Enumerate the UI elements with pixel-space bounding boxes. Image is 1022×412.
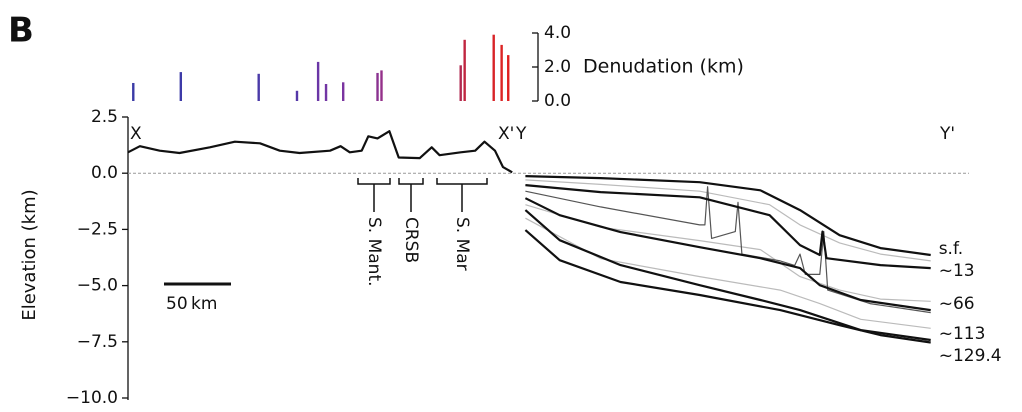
y-axis-label: Elevation (km) (19, 189, 40, 320)
profile-line (525, 175, 931, 257)
profile-line (525, 184, 931, 270)
series-label: ~13 (939, 261, 975, 281)
panel-label: B (8, 11, 34, 51)
denudation-bar (376, 72, 379, 101)
y-tick-label: 0.0 (91, 163, 118, 183)
annotation: CRSB (401, 217, 421, 263)
bracket (357, 178, 391, 212)
series-label: ~113 (939, 324, 986, 344)
series-label: ~66 (939, 294, 975, 314)
profile-line (524, 229, 931, 344)
profile-line (524, 197, 931, 312)
denudation-bar (257, 73, 260, 101)
y2-tick-label: 0.0 (544, 91, 571, 111)
profile-line (525, 179, 931, 262)
bracket (436, 178, 488, 212)
series-label: s.f. (939, 239, 963, 259)
series-label: ~129.4 (939, 346, 1002, 366)
y-tick-label: −5.0 (77, 276, 118, 296)
profile-label: Y' (939, 124, 955, 144)
y-tick-label: 2.5 (91, 107, 118, 127)
profile-line (525, 217, 931, 329)
y-tick-label: −7.5 (77, 332, 118, 352)
annotation: S. Mant. (364, 217, 384, 287)
denudation-bar (342, 82, 345, 101)
denudation-bar (179, 72, 183, 101)
y2-axis-label: Denudation (km) (583, 56, 744, 78)
denudation-bar (316, 61, 320, 101)
denudation-bar (507, 55, 510, 101)
y-tick-label: −2.5 (77, 219, 118, 239)
y2-tick-label: 2.0 (544, 57, 571, 77)
y-tick-label: −10.0 (66, 388, 118, 408)
profile-label: X' (498, 124, 514, 144)
profile-label: X (130, 124, 142, 144)
annotation: S. Mar (452, 217, 472, 271)
profile-label: Y (515, 124, 527, 144)
denudation-bar (459, 65, 462, 101)
denudation-bar (463, 39, 466, 101)
denudation-bar (380, 70, 383, 101)
scale-bar-label: 50 km (166, 294, 217, 314)
denudation-bar (492, 34, 495, 102)
denudation-bar (295, 90, 299, 101)
y2-tick-label: 4.0 (544, 23, 571, 43)
denudation-bar (500, 44, 503, 101)
bracket (398, 178, 424, 212)
annotation-brackets (357, 178, 488, 212)
denudation-bar (132, 82, 135, 101)
denudation-bar (324, 84, 328, 101)
profile-line (127, 130, 513, 174)
